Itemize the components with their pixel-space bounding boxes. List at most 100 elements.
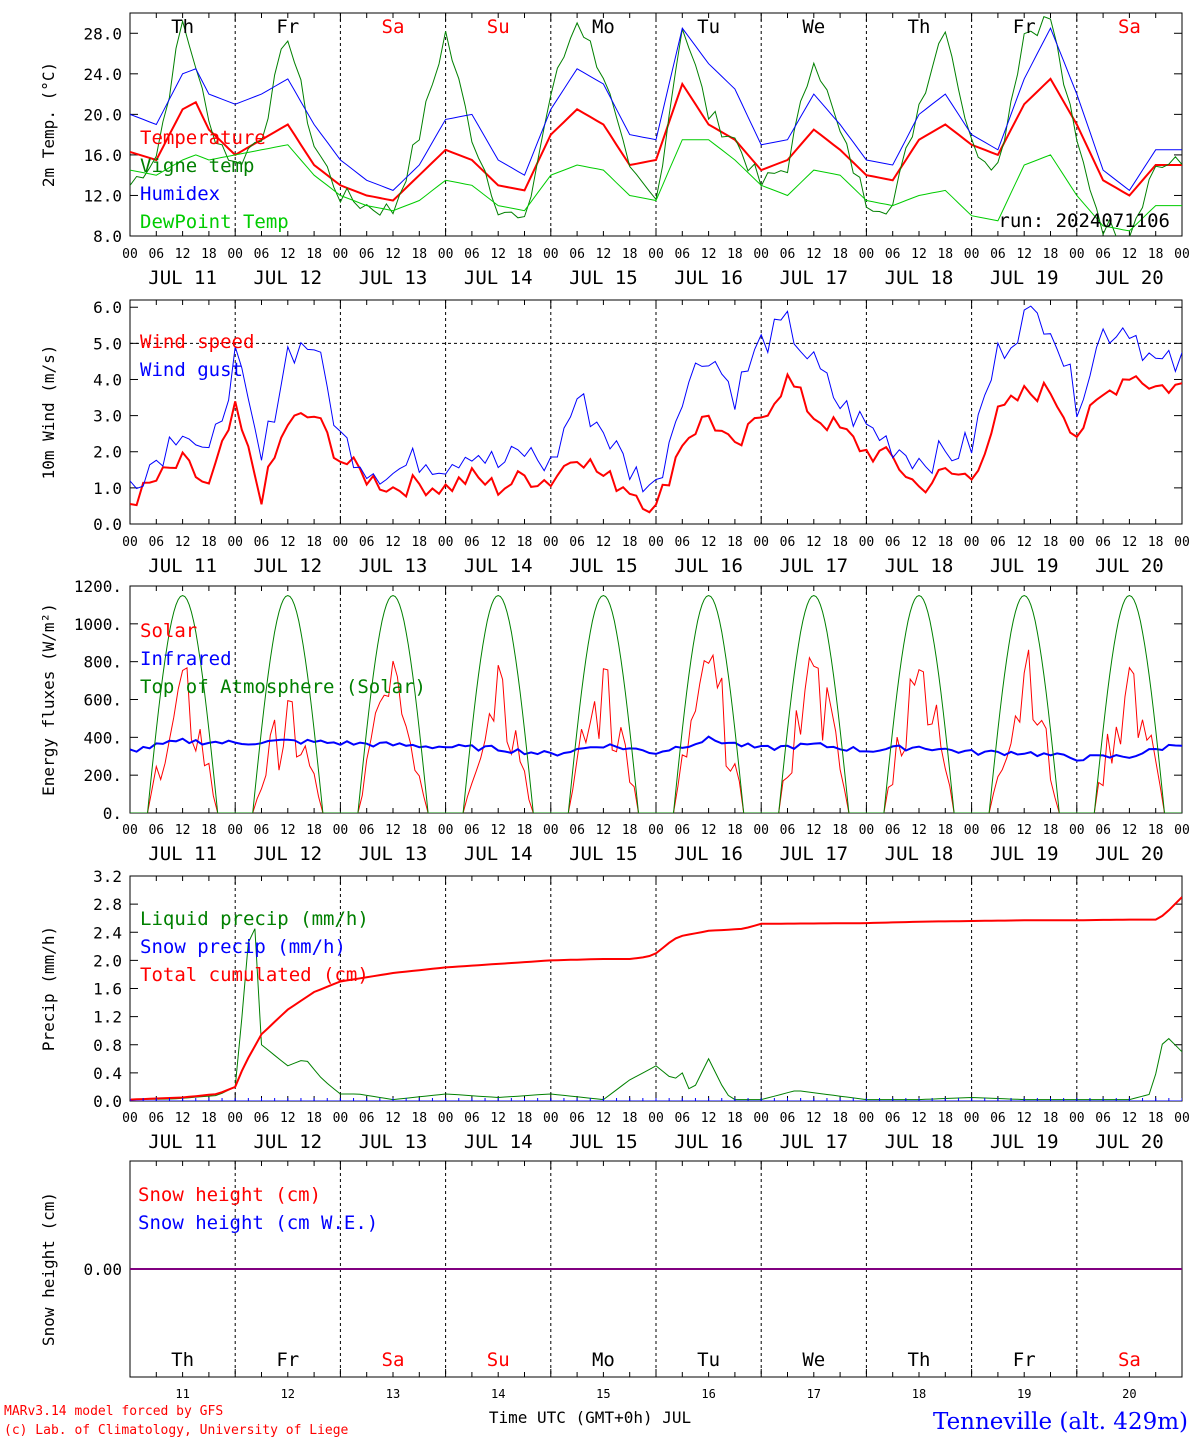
legend-entry: Vigne temp xyxy=(140,155,254,177)
hour-tick-label: 12 xyxy=(701,1111,717,1126)
date-label: JUL 15 xyxy=(569,267,638,289)
weekday-label-bottom: Sa xyxy=(382,1349,405,1371)
hour-tick-label: 18 xyxy=(1043,1111,1059,1126)
hour-tick-label: 06 xyxy=(464,823,480,838)
hour-tick-label: 12 xyxy=(1016,535,1032,550)
hour-tick-label: 00 xyxy=(227,823,243,838)
y-tick-label: 28.0 xyxy=(83,24,122,43)
hour-tick-label: 00 xyxy=(543,535,559,550)
hour-tick-label: 00 xyxy=(122,1111,138,1126)
hour-tick-label: 18 xyxy=(727,535,743,550)
hour-tick-label: 18 xyxy=(937,1111,953,1126)
y-tick-label: 5.0 xyxy=(93,334,122,353)
y-tick-label: 1200. xyxy=(74,577,122,596)
date-label: JUL 18 xyxy=(885,1131,954,1153)
hour-tick-label: 06 xyxy=(359,247,375,262)
hour-tick-label: 18 xyxy=(201,535,217,550)
date-label: JUL 18 xyxy=(885,843,954,865)
hour-tick-label: 12 xyxy=(385,823,401,838)
hour-tick-label: 00 xyxy=(859,823,875,838)
date-label: JUL 15 xyxy=(569,843,638,865)
hour-tick-label: 12 xyxy=(280,535,296,550)
hour-tick-label: 18 xyxy=(1148,823,1164,838)
hour-tick-label: 06 xyxy=(254,1111,270,1126)
hour-tick-label: 00 xyxy=(859,247,875,262)
hour-tick-label: 18 xyxy=(1043,823,1059,838)
hour-tick-label: 00 xyxy=(1069,823,1085,838)
hour-tick-label: 00 xyxy=(438,247,454,262)
date-label: JUL 11 xyxy=(148,1131,217,1153)
hour-tick-label: 18 xyxy=(622,1111,638,1126)
date-label: JUL 17 xyxy=(779,1131,848,1153)
hour-tick-label: 18 xyxy=(517,823,533,838)
y-tick-label: 0.0 xyxy=(93,1092,122,1111)
hour-tick-label: 18 xyxy=(411,535,427,550)
hour-tick-label: 12 xyxy=(596,247,612,262)
weekday-label-top: Sa xyxy=(1118,16,1141,38)
y-tick-label: 400. xyxy=(83,728,122,747)
day-number-label: 18 xyxy=(912,1387,926,1401)
y-tick-label: 0.8 xyxy=(93,1036,122,1055)
hour-tick-label: 12 xyxy=(175,247,191,262)
hour-tick-label: 06 xyxy=(254,535,270,550)
series-humidex xyxy=(130,27,1182,192)
y-tick-label: 0.0 xyxy=(93,515,122,534)
panel-3: 0. 200. 400. 600. 800. 1000. 1200. Energy fluxe… xyxy=(39,577,1190,865)
hour-tick-label: 00 xyxy=(543,1111,559,1126)
y-tick-label: 2.0 xyxy=(93,443,122,462)
series-liquid-precip-mm-h xyxy=(130,928,1182,1101)
y-tick-label: 20.0 xyxy=(83,105,122,124)
hour-tick-label: 12 xyxy=(1122,1111,1138,1126)
date-label: JUL 20 xyxy=(1095,267,1164,289)
hour-tick-label: 12 xyxy=(385,247,401,262)
date-label: JUL 19 xyxy=(990,843,1059,865)
hour-tick-label: 06 xyxy=(464,1111,480,1126)
date-label: JUL 13 xyxy=(359,267,428,289)
date-label: JUL 16 xyxy=(674,267,743,289)
hour-tick-label: 00 xyxy=(964,823,980,838)
y-tick-label: 16.0 xyxy=(83,146,122,165)
series-total-cumulated-cm xyxy=(130,896,1182,1101)
panel-4: 0.0 0.4 0.8 1.2 1.6 2.0 2.4 2.8 3.2 Precip (mm/h)… xyxy=(39,867,1190,1153)
series-group xyxy=(130,16,1182,236)
hour-tick-label: 18 xyxy=(411,823,427,838)
hour-tick-label: 12 xyxy=(1122,535,1138,550)
hour-tick-label: 00 xyxy=(333,823,349,838)
date-label: JUL 17 xyxy=(779,843,848,865)
hour-tick-label: 06 xyxy=(569,247,585,262)
date-label: JUL 13 xyxy=(359,843,428,865)
hour-tick-label: 06 xyxy=(1095,535,1111,550)
day-number-label: 16 xyxy=(701,1387,715,1401)
hour-tick-label: 18 xyxy=(517,1111,533,1126)
hour-tick-label: 12 xyxy=(280,1111,296,1126)
hour-tick-label: 12 xyxy=(1016,1111,1032,1126)
hour-tick-label: 00 xyxy=(122,535,138,550)
hour-tick-label: 18 xyxy=(727,1111,743,1126)
series-solar xyxy=(130,649,1182,813)
series-group xyxy=(130,305,1182,514)
y-axis-label: 10m Wind (m/s) xyxy=(39,345,58,480)
hour-tick-label: 12 xyxy=(280,247,296,262)
hour-tick-label: 18 xyxy=(517,535,533,550)
legend-entry: DewPoint Temp xyxy=(140,211,289,233)
hour-tick-label: 06 xyxy=(780,535,796,550)
weekday-label-bottom: Sa xyxy=(1118,1349,1141,1371)
date-label: JUL 16 xyxy=(674,843,743,865)
weekday-label-bottom: We xyxy=(802,1349,825,1371)
hour-tick-label: 06 xyxy=(674,247,690,262)
hour-tick-label: 12 xyxy=(596,1111,612,1126)
y-tick-label: 8.0 xyxy=(93,227,122,246)
y-tick-label: 6.0 xyxy=(93,298,122,317)
hour-tick-label: 06 xyxy=(148,247,164,262)
hour-tick-label: 06 xyxy=(254,823,270,838)
hour-tick-label: 12 xyxy=(490,247,506,262)
date-label: JUL 11 xyxy=(148,555,217,577)
legend-entry: Liquid precip (mm/h) xyxy=(140,908,369,930)
hour-tick-label: 06 xyxy=(885,535,901,550)
hour-tick-label: 06 xyxy=(990,535,1006,550)
hour-tick-label: 12 xyxy=(490,535,506,550)
hour-tick-label: 12 xyxy=(596,535,612,550)
footer-model-text: MARv3.14 model forced by GFS xyxy=(4,1404,223,1419)
date-label: JUL 18 xyxy=(885,555,954,577)
hour-tick-label: 00 xyxy=(753,247,769,262)
